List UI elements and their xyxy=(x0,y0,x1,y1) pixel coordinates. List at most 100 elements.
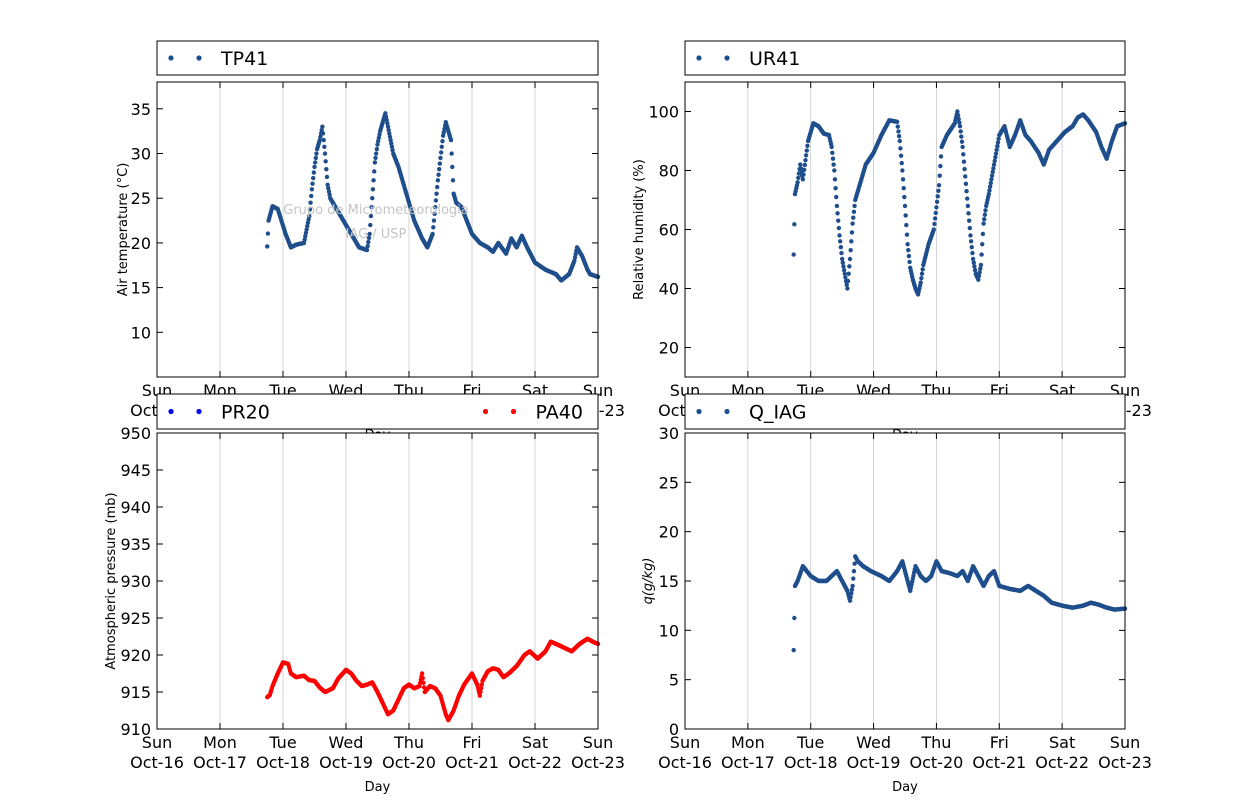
data-point xyxy=(993,151,999,156)
legend-marker xyxy=(724,55,730,61)
data-point xyxy=(955,112,961,118)
data-point xyxy=(830,150,835,155)
data-point xyxy=(431,218,437,223)
legend-box xyxy=(684,40,1126,76)
legend-marker xyxy=(724,408,730,415)
data-point xyxy=(327,192,332,198)
plot-frame xyxy=(156,432,599,730)
data-point xyxy=(377,132,382,137)
data-point xyxy=(370,187,376,192)
data-point xyxy=(844,282,849,288)
y-tick-label: 35 xyxy=(131,100,151,119)
y-tick-label: 100 xyxy=(648,103,679,122)
data-point xyxy=(435,178,441,183)
chart-panel-1: SunOct-16MonOct-17TueOct-18WedOct-19ThuO… xyxy=(116,40,625,443)
data-point xyxy=(848,247,853,253)
data-point xyxy=(840,260,845,265)
data-point xyxy=(438,155,443,161)
data-point xyxy=(265,244,270,249)
data-point xyxy=(982,216,987,222)
data-point xyxy=(326,189,332,194)
legend-marker xyxy=(196,408,202,415)
legend: TP41 xyxy=(156,40,599,76)
data-point xyxy=(957,120,962,125)
data-point xyxy=(991,166,996,171)
data-point xyxy=(964,188,969,194)
data-point xyxy=(899,160,904,166)
data-point xyxy=(320,131,326,136)
data-point xyxy=(937,173,942,178)
data-point xyxy=(791,647,796,653)
data-point xyxy=(389,141,394,146)
plot-area xyxy=(157,433,598,729)
data-point xyxy=(440,139,445,144)
data-point xyxy=(847,264,852,269)
data-point xyxy=(972,267,978,273)
y-tick-label: 945 xyxy=(120,461,151,480)
y-tick-label: 30 xyxy=(659,424,679,443)
data-point xyxy=(421,680,426,685)
data-point xyxy=(383,114,389,119)
data-point xyxy=(901,186,906,191)
data-point xyxy=(303,230,309,236)
data-point xyxy=(847,256,853,262)
data-point xyxy=(441,130,446,135)
data-point xyxy=(434,191,439,196)
data-point xyxy=(938,163,943,169)
y-tick-label: 30 xyxy=(131,145,151,164)
data-point xyxy=(934,199,940,205)
data-point xyxy=(307,213,312,219)
legend-label: PA40 xyxy=(536,402,583,424)
data-point xyxy=(965,203,971,209)
y-tick-label: 0 xyxy=(669,720,679,739)
data-point xyxy=(852,203,857,209)
data-point xyxy=(431,225,436,230)
data-point xyxy=(839,250,844,256)
y-tick-label: 20 xyxy=(659,523,679,542)
data-point xyxy=(838,245,844,250)
data-point xyxy=(302,237,307,242)
y-tick-label: 910 xyxy=(120,720,151,739)
data-point xyxy=(919,271,925,276)
data-point xyxy=(805,143,810,148)
data-point xyxy=(325,182,330,188)
data-point xyxy=(801,172,806,177)
data-point xyxy=(959,134,964,139)
data-point xyxy=(898,146,903,151)
data-point xyxy=(803,157,808,163)
data-point xyxy=(849,230,855,235)
data-point xyxy=(304,227,309,232)
data-point xyxy=(833,186,838,191)
data-point xyxy=(851,215,856,220)
data-point xyxy=(832,168,837,173)
data-point xyxy=(976,273,982,279)
data-point xyxy=(309,193,314,199)
legend-marker xyxy=(168,55,174,61)
y-tick-label: 15 xyxy=(659,572,679,591)
data-point xyxy=(971,260,976,265)
data-point xyxy=(894,119,900,125)
data-point xyxy=(389,144,395,150)
data-point xyxy=(900,168,905,173)
data-point xyxy=(322,151,328,156)
data-point xyxy=(897,138,902,144)
data-point xyxy=(306,217,311,222)
data-point xyxy=(987,184,993,189)
data-point xyxy=(801,167,807,172)
data-point xyxy=(996,136,1001,141)
data-point xyxy=(321,137,326,143)
legend: UR41 xyxy=(684,40,1126,76)
data-point xyxy=(450,164,455,170)
data-point xyxy=(831,162,836,167)
data-point xyxy=(932,216,938,221)
y-axis-label: Atmospheric pressure (mb) xyxy=(104,492,119,669)
data-point xyxy=(955,109,960,114)
data-point xyxy=(933,210,938,216)
y-tick-label: 915 xyxy=(120,683,151,702)
data-point xyxy=(843,275,848,280)
